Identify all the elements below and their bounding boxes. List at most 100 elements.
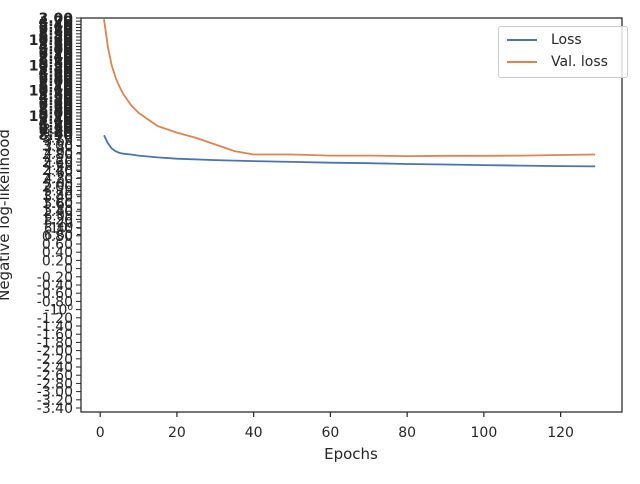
y-tick-label: -1.40 [37,319,73,335]
x-tick-label: 40 [245,425,263,441]
y-tick-label-dense: 9.40 [38,81,73,97]
y-tick-label-dense: 6.70 [38,46,73,62]
legend-item-loss: Loss [507,30,582,50]
y-tick-label-dense: 6.30 [38,71,73,87]
y-tick-label: -2.60 [37,368,73,384]
y-tick-label-dense: 6.10 [38,20,73,36]
y-tick-label-mid: 6.00 [44,210,73,225]
y-tick-label-mid: 6.40 [44,222,73,237]
y-tick-label-mid: 5.80 [44,203,73,218]
y-tick-label-dense: 5.00 [38,43,73,59]
y-tick-label: 0 [64,262,73,278]
legend-swatch-val-loss [507,61,537,63]
y-tick-label-mid: 4.40 [44,159,73,174]
y-tick-label: 1.60 [42,196,73,212]
series-line-val-loss [103,19,596,157]
x-tick-label: 100 [471,425,498,441]
y-tick-label-dense: 5.20 [38,93,73,109]
y-tick-label-mid: 5.20 [44,184,73,199]
y-tick-label-mid: 4.00 [44,147,73,162]
y-tick-label: -1.80 [37,335,73,351]
x-tick-label: 60 [321,425,339,441]
y-tick-label-mid: 6.60 [44,229,73,244]
y-tick-label: 3.00 [42,139,73,155]
y-tick-label-mid: 3.80 [44,140,73,155]
y-tick-label-dense: 4.30 [38,39,73,55]
y-tick-label: -2.40 [37,360,73,376]
y-tick-label: 0.20 [42,253,73,269]
y-tick-label-dense: 3.40 [38,112,73,128]
y-tick-label: 1.20 [42,212,73,228]
y-tick-label: 2.80 [42,147,73,163]
y-tick-label-dense: 6.50 [38,122,73,138]
y-tick-label-dense: 9.80 [38,55,73,71]
y-tick-label: 2.20 [42,171,73,187]
y-tick-label-dense: 9.20 [38,30,73,46]
y-tick-label-dense: 3.60 [38,36,73,52]
y-tick-label: 1.40 [42,204,73,220]
plot-frame [80,17,623,413]
y-tick-label: 2.00 [42,180,73,196]
y-tick-label-dense: 6.90 [38,96,73,112]
y-tick-label: -1.20 [37,311,73,327]
y-tick-label: -0.20 [37,270,73,286]
y-tick-label-dense: 8.70 [38,77,73,93]
y-tick-label-mid: 5.00 [44,178,73,193]
series-lines [103,19,596,168]
y-axis-label: Negative log-likelihood [0,129,13,301]
y-tick-label: 2.40 [42,163,73,179]
y-tick-label-dense: 8.90 [38,128,73,144]
y-tick-label: -2.20 [37,352,73,368]
legend-label-val-loss: Val. loss [551,54,608,70]
y-axis: -3.40-3.20-3.00-2.80-2.60-2.40-2.20-2.00… [29,11,81,417]
y-tick-label: 3.20 [42,130,73,146]
y-tick-label-dense: 10.70 [29,109,74,125]
y-tick-label-dense: 4.50 [38,90,73,106]
y-tick-label-dense: 4.70 [38,14,73,30]
x-tick-label: 20 [168,425,186,441]
y-tick-label-dense: 3.00 [38,11,73,27]
x-tick-label: 80 [398,425,416,441]
y-tick-label-dense: 8.10 [38,52,73,68]
y-tick-label: 1.80 [42,188,73,204]
y-tick-label-dense: 10.10 [29,84,74,100]
y-tick-label: -1.60 [37,327,73,343]
y-tick-label-dense: 5.60 [38,68,73,84]
x-tick-label: 0 [96,425,105,441]
y-tick-label-dense: 10.50 [29,58,74,74]
y-tick-label: -10⁰ [45,303,74,319]
y-tick-label-mid: 4.60 [44,166,73,181]
series-line-loss [103,134,596,168]
y-tick-label: -3.20 [37,393,73,409]
legend-swatch-loss [507,39,537,41]
y-tick-label-mid: 4.20 [44,153,73,168]
y-tick-label-dense: 8.30 [38,103,73,119]
y-tick-label-dense: 5.40 [38,17,73,33]
y-tick-label-dense: 7.60 [38,100,73,116]
y-tick-label-dense: 10.90 [29,33,74,49]
x-tick-label: 120 [547,425,574,441]
y-tick-label: -0.40 [37,278,73,294]
y-tick-label: -2.80 [37,376,73,392]
y-tick-label-dense: 7.20 [38,125,73,141]
y-tick-label-dense: 9.00 [38,106,73,122]
y-tick-label-mid: 4.80 [44,172,73,187]
y-tick-label-dense: 8.50 [38,27,73,43]
y-tick-label: 2.60 [42,155,73,171]
y-tick-label-mid: 6.20 [44,216,73,231]
y-tick-label-mid: 5.60 [44,197,73,212]
y-tick-label-dense: 4.90 [38,65,73,81]
y-tick-label-dense: 7.40 [38,49,73,65]
y-tick-label-dense: 3.80 [38,87,73,103]
y-tick-label: 0.80 [42,229,73,245]
legend-item-val-loss: Val. loss [507,52,608,72]
y-tick-label: 0.40 [42,245,73,261]
y-tick-label-mid: 3.60 [44,134,73,149]
legend: Loss Val. loss [498,26,628,78]
y-tick-label: 0.60 [42,237,73,253]
legend-label-loss: Loss [551,32,582,48]
y-tick-label-dense: 7.00 [38,74,73,90]
y-tick-label: 10⁰ [50,221,74,237]
